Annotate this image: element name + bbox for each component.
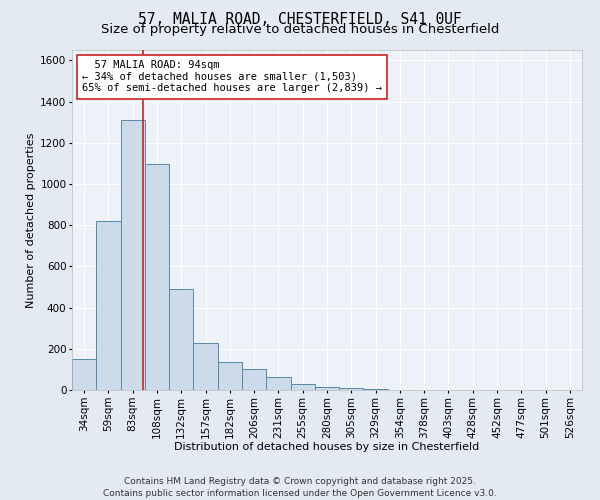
X-axis label: Distribution of detached houses by size in Chesterfield: Distribution of detached houses by size … <box>175 442 479 452</box>
Bar <box>145 164 169 390</box>
Bar <box>339 388 364 390</box>
Y-axis label: Number of detached properties: Number of detached properties <box>26 132 36 308</box>
Bar <box>290 384 315 390</box>
Text: 57 MALIA ROAD: 94sqm  
← 34% of detached houses are smaller (1,503)
65% of semi-: 57 MALIA ROAD: 94sqm ← 34% of detached h… <box>82 60 382 94</box>
Text: Contains HM Land Registry data © Crown copyright and database right 2025.
Contai: Contains HM Land Registry data © Crown c… <box>103 476 497 498</box>
Bar <box>169 289 193 390</box>
Text: Size of property relative to detached houses in Chesterfield: Size of property relative to detached ho… <box>101 22 499 36</box>
Bar <box>242 370 266 390</box>
Bar <box>315 387 339 390</box>
Bar <box>193 342 218 390</box>
Bar <box>121 120 145 390</box>
Bar <box>266 376 290 390</box>
Bar <box>72 359 96 390</box>
Text: 57, MALIA ROAD, CHESTERFIELD, S41 0UF: 57, MALIA ROAD, CHESTERFIELD, S41 0UF <box>138 12 462 28</box>
Bar <box>364 389 388 390</box>
Bar <box>218 362 242 390</box>
Bar <box>96 221 121 390</box>
